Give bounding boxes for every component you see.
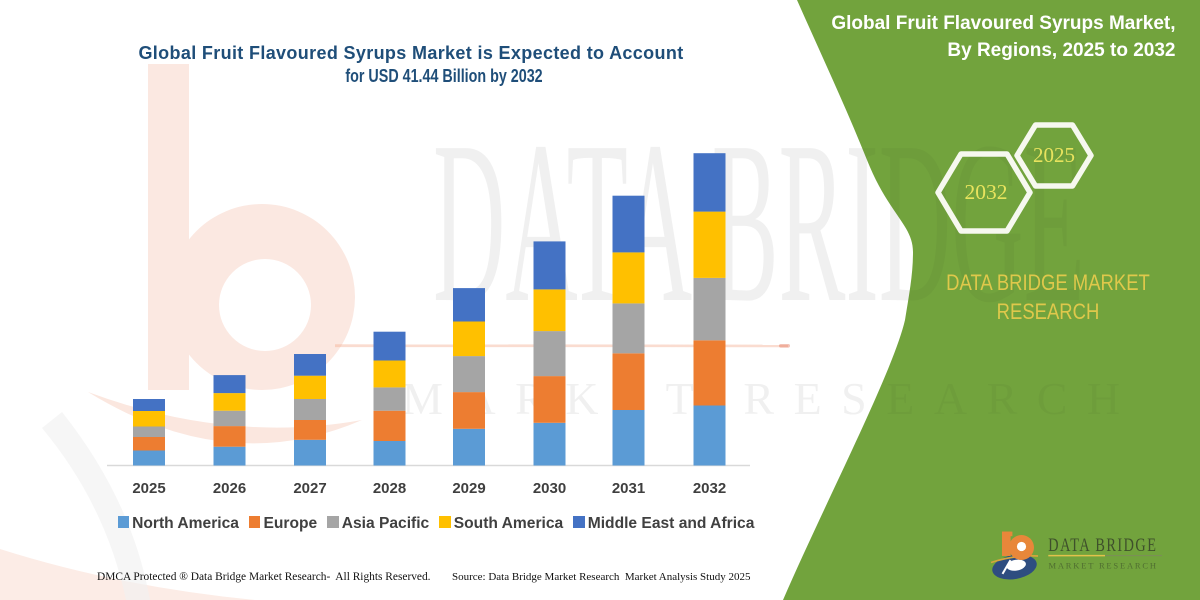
svg-text:DATA BRIDGE: DATA BRIDGE <box>1048 534 1157 555</box>
svg-text:MARKET RESEARCH: MARKET RESEARCH <box>1049 561 1158 571</box>
svg-text:2025: 2025 <box>1033 143 1075 167</box>
svg-text:2032: 2032 <box>965 180 1008 204</box>
